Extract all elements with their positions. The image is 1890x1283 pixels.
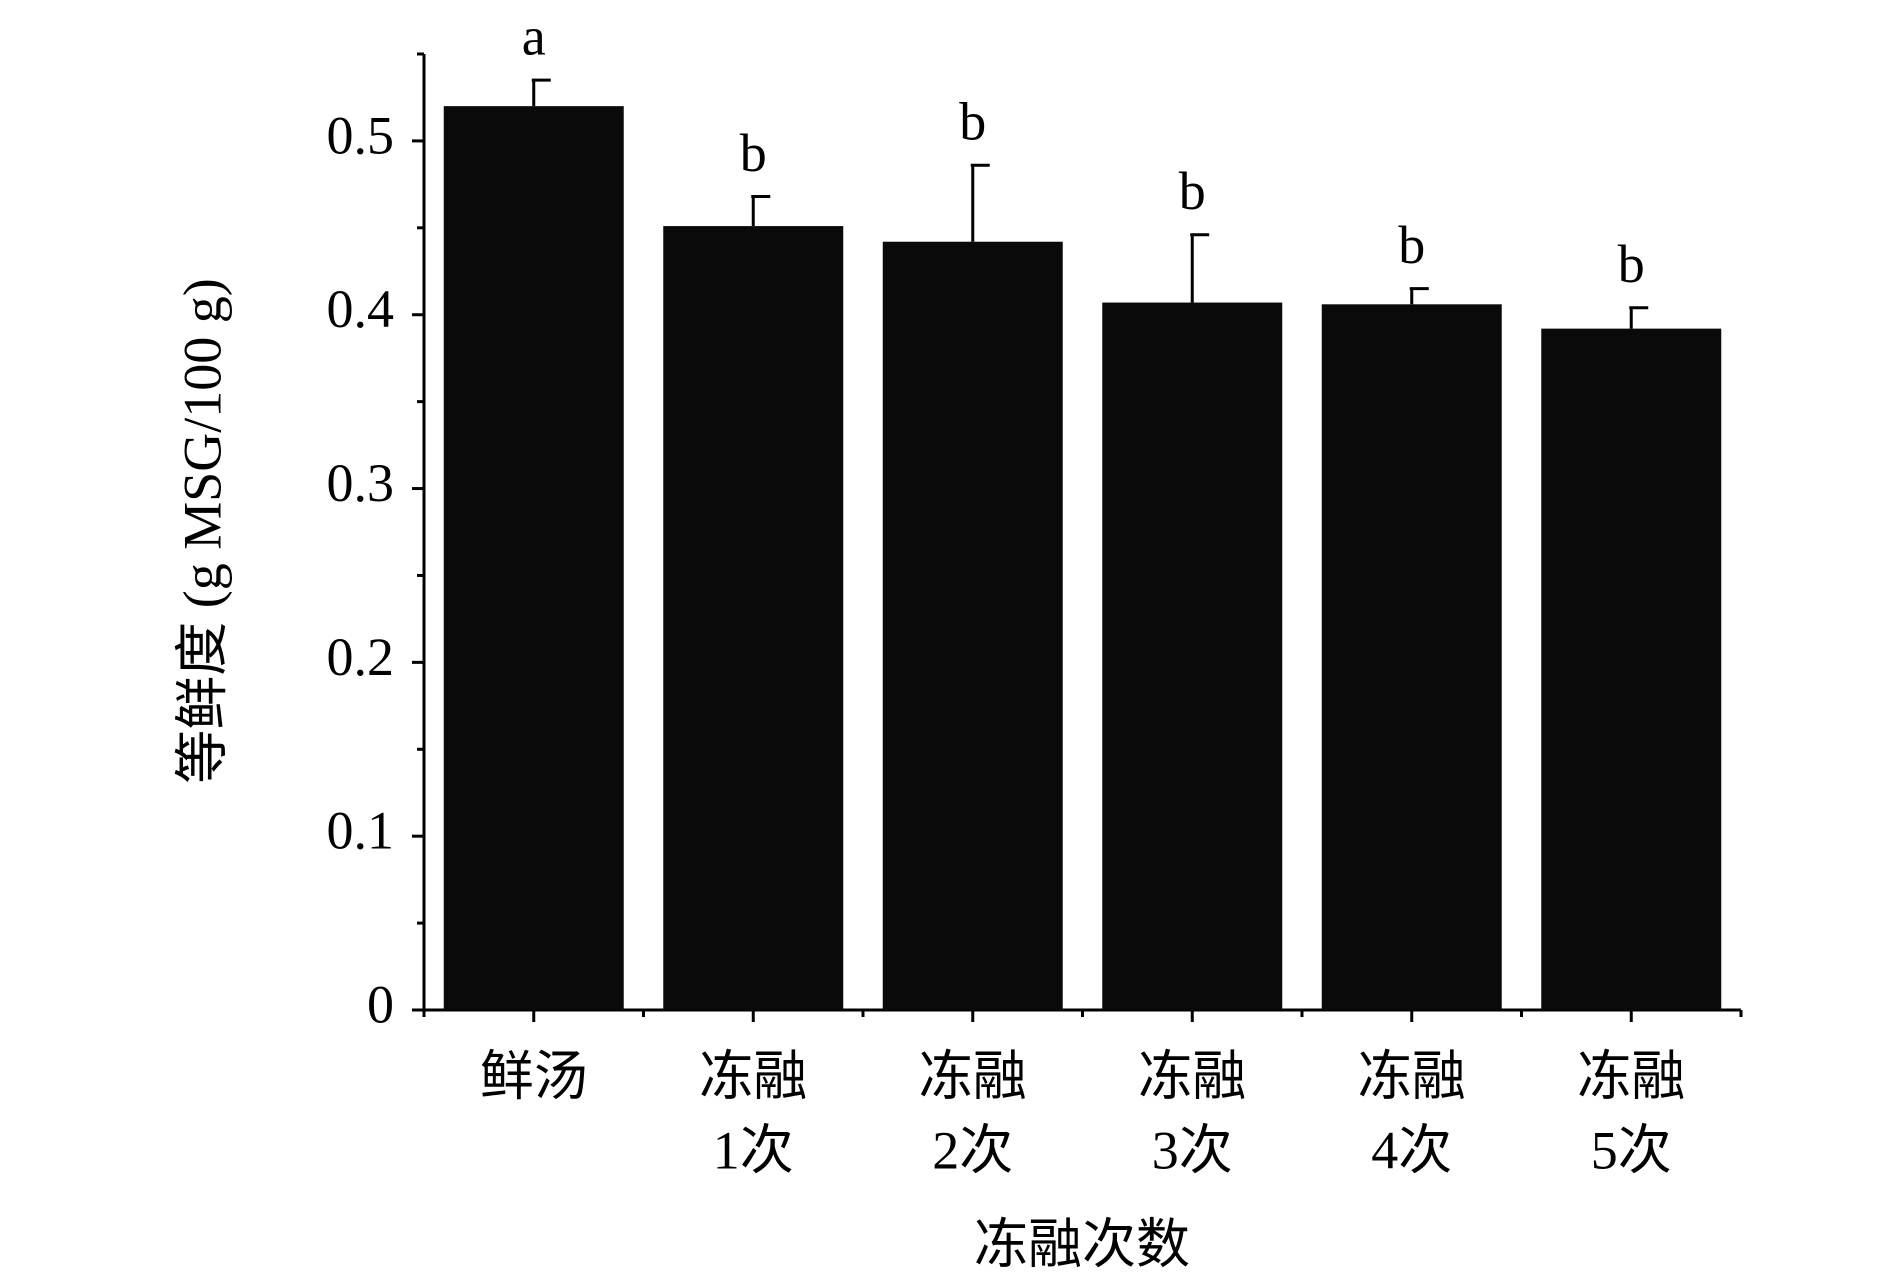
y-tick-label: 0.5 [327, 105, 395, 165]
error-bar [531, 78, 551, 107]
bar [663, 226, 844, 1010]
y-tick-label: 0.4 [327, 279, 395, 339]
significance-label: b [1618, 234, 1645, 294]
x-tick-label: 3次 [1152, 1120, 1233, 1180]
y-tick-label: 0.2 [327, 627, 395, 687]
y-axis-title: 等鲜度 (g MSG/100 g) [172, 278, 232, 784]
error-bar [1190, 233, 1210, 303]
y-tick-label: 0.3 [327, 453, 395, 513]
bar [1541, 328, 1722, 1011]
x-tick-label: 5次 [1591, 1120, 1672, 1180]
y-tick-label: 0.1 [327, 801, 395, 861]
x-tick-label: 2次 [932, 1120, 1013, 1180]
x-tick-label: 4次 [1371, 1120, 1452, 1180]
x-tick-label: 冻融 [699, 1046, 807, 1106]
bar [1102, 302, 1283, 1010]
significance-label: b [1398, 215, 1425, 275]
significance-label: b [740, 123, 767, 183]
x-axis-title: 冻融次数 [974, 1214, 1190, 1274]
bar [443, 106, 624, 1011]
bar [1321, 304, 1502, 1010]
significance-label: b [959, 92, 986, 152]
x-tick-label: 冻融 [1138, 1046, 1246, 1106]
x-tick-label: 1次 [713, 1120, 794, 1180]
x-tick-label: 冻融 [1358, 1046, 1466, 1106]
error-bar [970, 163, 990, 242]
significance-label: b [1179, 161, 1206, 221]
x-tick-label: 冻融 [919, 1046, 1027, 1106]
x-tick-label: 冻融 [1577, 1046, 1685, 1106]
significance-label: a [522, 6, 546, 66]
bar [882, 241, 1063, 1010]
error-bar [1629, 306, 1649, 329]
y-tick-label: 0 [367, 974, 394, 1034]
x-tick-label: 鲜汤 [480, 1046, 588, 1106]
error-bar [751, 195, 771, 227]
error-bar [1409, 287, 1429, 305]
